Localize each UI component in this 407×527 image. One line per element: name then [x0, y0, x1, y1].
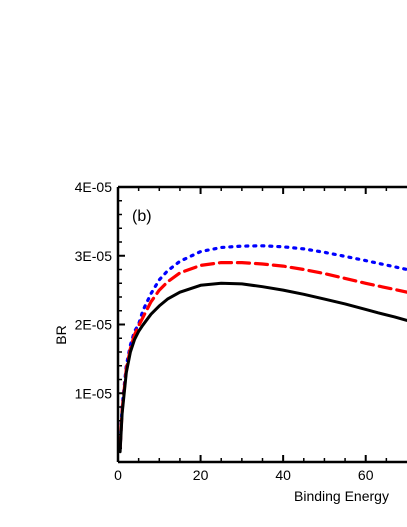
x-tick-label: 20: [193, 467, 209, 483]
y-tick-label: 1E-05: [75, 385, 113, 401]
series-line-solid: [118, 281, 407, 454]
x-axis-title: Binding Energy: [294, 488, 389, 504]
y-axis-title: BR: [53, 325, 69, 344]
x-tick-label: 0: [114, 467, 122, 483]
x-tick-label: 40: [275, 467, 291, 483]
y-tick-label: 2E-05: [75, 317, 113, 333]
series-line-dotted: [118, 244, 407, 450]
series-layer: [118, 244, 407, 454]
x-tick-label: 60: [358, 467, 374, 483]
series-line-dashed: [118, 261, 407, 450]
y-tick-label: 3E-05: [75, 248, 113, 264]
axes-layer: 0 20 40 60 1E-05 2E-05 3E-05 4E-05: [75, 179, 407, 483]
y-tick-label: 4E-05: [75, 179, 113, 195]
panel-label: (b): [132, 208, 152, 225]
